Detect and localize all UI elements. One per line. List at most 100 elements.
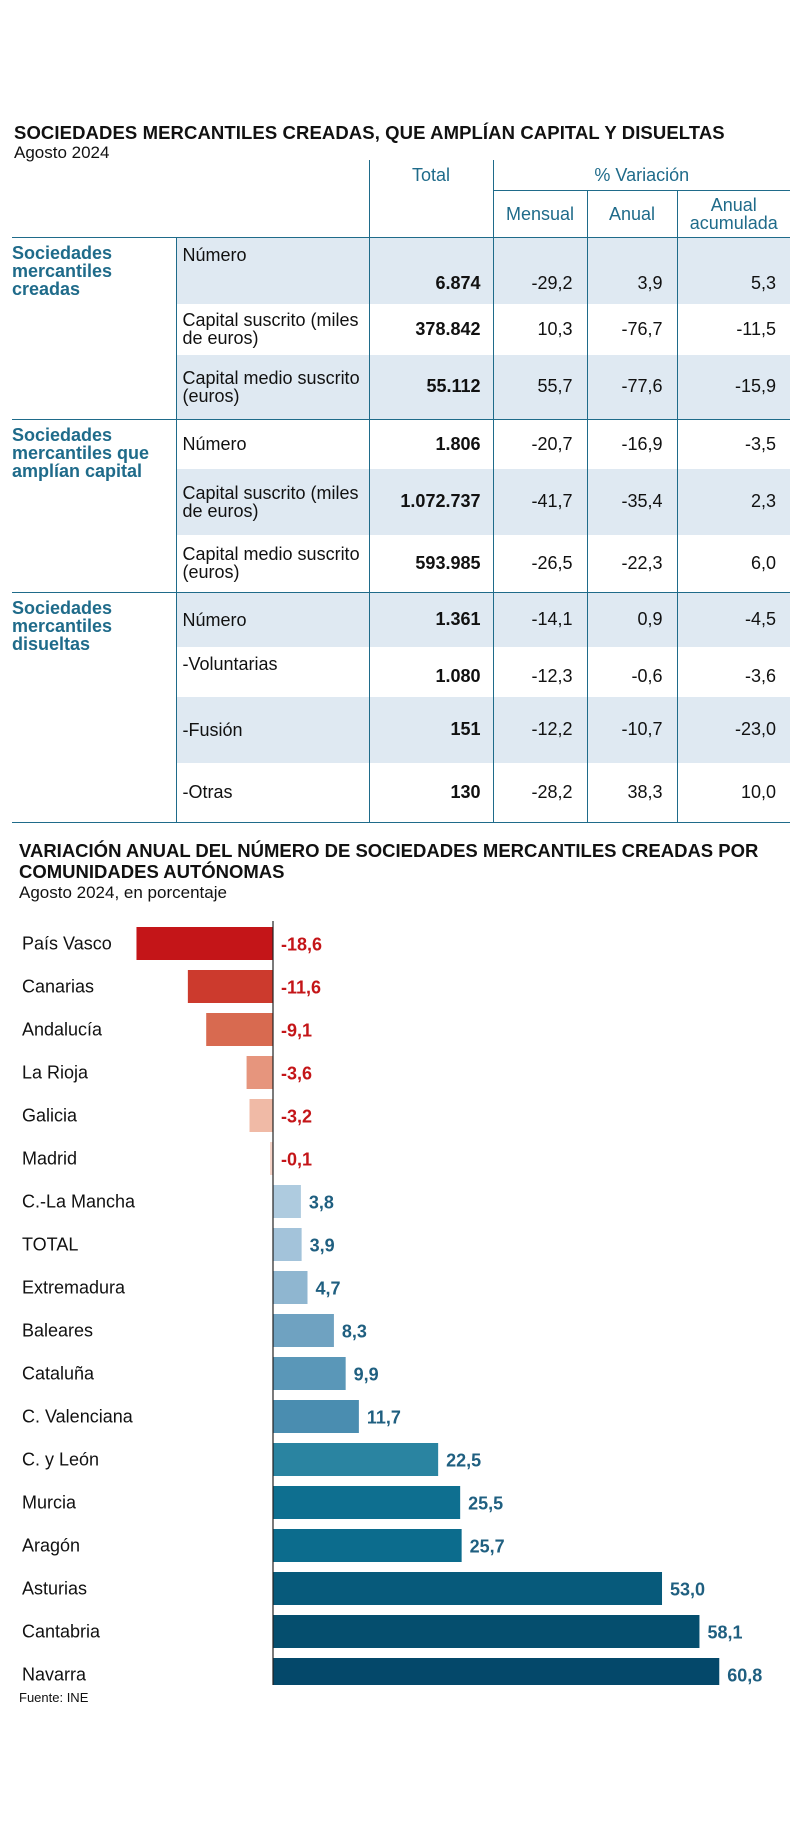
header-anual: Anual	[586, 190, 677, 238]
table-row: Capital medio suscrito (euros) 55.112 55…	[12, 354, 791, 420]
category-label: Murcia	[22, 1493, 77, 1513]
category-label: Andalucía	[22, 1020, 103, 1040]
row-acumulada: 2,3	[676, 468, 791, 535]
row-acumulada: -3,6	[676, 646, 791, 697]
bar	[273, 1658, 720, 1685]
bar	[273, 1357, 346, 1390]
category-label: Canarias	[22, 977, 94, 997]
value-label: 3,9	[310, 1236, 335, 1256]
row-total: 151	[368, 696, 493, 763]
value-label: 3,8	[309, 1193, 334, 1213]
row-total: 55.112	[368, 354, 493, 420]
row-acumulada: -23,0	[676, 696, 791, 763]
row-label: Número	[175, 592, 369, 647]
table-title: SOCIEDADES MERCANTILES CREADAS, QUE AMPL…	[14, 122, 725, 143]
row-anual: -22,3	[586, 534, 677, 593]
category-label: C. y León	[22, 1450, 99, 1470]
row-mensual: -12,2	[492, 696, 587, 763]
row-label: Capital medio suscrito (euros)	[175, 354, 369, 420]
row-label: Número	[175, 419, 369, 469]
table-row: -Voluntarias 1.080 -12,3 -0,6 -3,6	[12, 646, 791, 697]
header-row-2: Mensual Anual Anual acumulada	[12, 190, 791, 238]
table-row: Sociedades mercantiles disueltas Número …	[12, 592, 791, 653]
bar	[273, 1228, 302, 1261]
row-label: -Voluntarias	[175, 646, 369, 697]
value-label: -3,6	[281, 1064, 312, 1084]
row-total: 130	[368, 762, 493, 823]
row-anual: -0,6	[586, 646, 677, 697]
row-anual: 3,9	[586, 237, 677, 304]
header-row-1: Total % Variación	[12, 160, 791, 191]
row-anual: -35,4	[586, 468, 677, 535]
row-acumulada: -4,5	[676, 592, 791, 647]
row-mensual: -29,2	[492, 237, 587, 304]
row-mensual: -28,2	[492, 762, 587, 823]
value-label: 9,9	[354, 1365, 379, 1385]
row-acumulada: -3,5	[676, 419, 791, 469]
bar	[187, 970, 273, 1003]
row-acumulada: 6,0	[676, 534, 791, 593]
row-mensual: 10,3	[492, 303, 587, 355]
category-label: C.-La Mancha	[22, 1192, 136, 1212]
group-label-amplian: Sociedades mercantiles que amplían capit…	[12, 425, 150, 481]
source-note: Fuente: INE	[19, 1690, 89, 1705]
group-label-disueltas: Sociedades mercantiles disueltas	[12, 598, 113, 654]
row-label: -Fusión	[175, 696, 369, 763]
row-mensual: -41,7	[492, 468, 587, 535]
table-row: Capital suscrito (miles de euros) 378.84…	[12, 303, 791, 355]
table-row: -Fusión 151 -12,2 -10,7 -23,0	[12, 696, 791, 763]
row-label: -Otras	[175, 762, 369, 823]
value-label: 53,0	[670, 1580, 705, 1600]
row-anual: -76,7	[586, 303, 677, 355]
row-acumulada: -11,5	[676, 303, 791, 355]
value-label: -0,1	[281, 1150, 312, 1170]
value-label: -3,2	[281, 1107, 312, 1127]
value-label: -9,1	[281, 1021, 312, 1041]
row-total: 6.874	[368, 237, 493, 304]
row-mensual: -14,1	[492, 592, 587, 647]
row-acumulada: 10,0	[676, 762, 791, 823]
table-row: Sociedades mercantiles que amplían capit…	[12, 419, 791, 480]
bar	[273, 1400, 359, 1433]
header-anual-acumulada: Anual acumulada	[676, 190, 791, 238]
row-mensual: -26,5	[492, 534, 587, 593]
value-label: 11,7	[367, 1408, 401, 1428]
table-row: Capital suscrito (miles de euros) 1.072.…	[12, 468, 791, 535]
category-label: País Vasco	[22, 934, 112, 954]
row-acumulada: 5,3	[676, 237, 791, 304]
category-label: La Rioja	[22, 1063, 89, 1083]
row-acumulada: -15,9	[676, 354, 791, 420]
bar	[206, 1013, 273, 1046]
category-label: Baleares	[22, 1321, 93, 1341]
bar	[273, 1529, 462, 1562]
value-label: -18,6	[281, 935, 322, 955]
category-label: Cataluña	[22, 1364, 95, 1384]
value-label: 8,3	[342, 1322, 367, 1342]
row-anual: 38,3	[586, 762, 677, 823]
category-label: TOTAL	[22, 1235, 78, 1255]
table-row: -Otras 130 -28,2 38,3 10,0	[12, 762, 791, 823]
row-total: 1.361	[368, 592, 493, 647]
row-label: Capital suscrito (miles de euros)	[175, 303, 369, 355]
bar	[136, 927, 273, 960]
category-label: Galicia	[22, 1106, 78, 1126]
row-total: 1.080	[368, 646, 493, 697]
category-label: Asturias	[22, 1579, 87, 1599]
header-total: Total	[368, 160, 493, 191]
value-label: 60,8	[727, 1666, 762, 1686]
table-row: Sociedades mercantiles creadas Número 6.…	[12, 237, 791, 304]
bar	[273, 1615, 700, 1648]
row-anual: -10,7	[586, 696, 677, 763]
chart-title: VARIACIÓN ANUAL DEL NÚMERO DE SOCIEDADES…	[19, 840, 759, 882]
stats-table: Total % Variación Mensual Anual Anual ac…	[12, 160, 791, 823]
row-label: Capital medio suscrito (euros)	[175, 534, 369, 593]
bar	[249, 1099, 273, 1132]
category-label: Madrid	[22, 1149, 77, 1169]
value-label: 25,7	[470, 1537, 505, 1557]
bar	[273, 1185, 301, 1218]
header-variacion: % Variación	[492, 160, 791, 191]
row-total: 1.072.737	[368, 468, 493, 535]
group-label-creadas: Sociedades mercantiles creadas	[12, 243, 113, 299]
row-label: Número	[175, 237, 369, 304]
bar	[270, 1142, 273, 1175]
